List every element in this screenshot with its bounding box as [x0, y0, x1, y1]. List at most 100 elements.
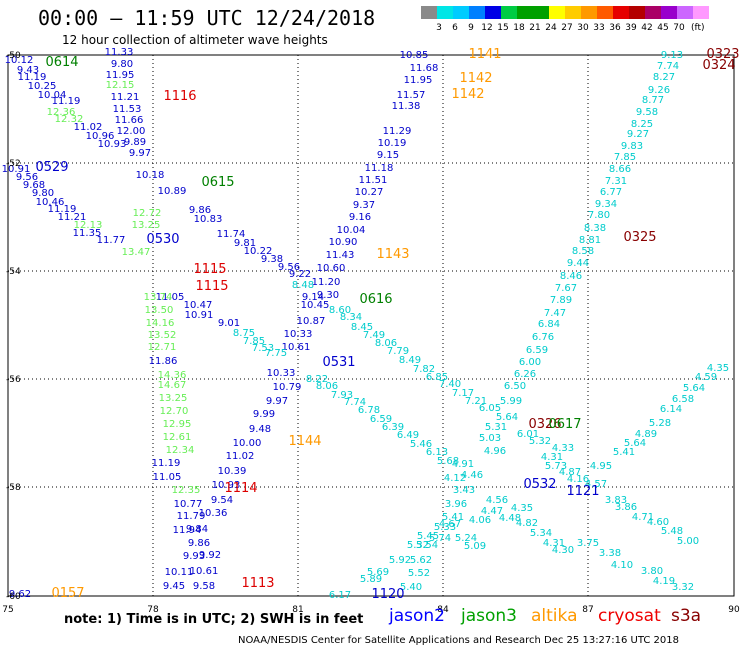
- color-scale-label: 27: [561, 23, 573, 33]
- wave-height-value: 10.18: [136, 170, 165, 181]
- wave-height-value: 11.18: [365, 163, 394, 174]
- legend-entry: jason3: [461, 606, 517, 626]
- wave-height-value: 9.93: [183, 551, 205, 562]
- wave-height-value: 7.74: [344, 397, 366, 408]
- wave-height-value: 5.64: [683, 383, 705, 394]
- wave-height-value: 10.93: [98, 139, 127, 150]
- color-scale-unit: (ft): [691, 23, 705, 33]
- wave-height-value: 9.43: [17, 65, 39, 76]
- pass-time-label: 0531: [322, 355, 355, 370]
- wave-height-value: 6.13: [426, 447, 448, 458]
- wave-height-value: 6.39: [382, 422, 404, 433]
- footnote: note: 1) Time is in UTC; 2) SWH is in fe…: [64, 612, 364, 627]
- latitude-label: -56: [6, 375, 21, 385]
- wave-height-value: 3.38: [599, 548, 621, 559]
- wave-height-value: 5.64: [496, 412, 518, 423]
- wave-height-value: 10.83: [194, 214, 223, 225]
- wave-height-value: 10.45: [301, 300, 330, 311]
- wave-height-value: 9.15: [377, 150, 399, 161]
- wave-height-value: 13.47: [122, 247, 151, 258]
- wave-height-value: 11.86: [149, 356, 178, 367]
- wave-height-value: 9.92: [199, 550, 221, 561]
- pass-time-label: 1144: [288, 434, 321, 449]
- wave-height-value: 9.01: [218, 318, 240, 329]
- wave-height-value: 5.89: [360, 574, 382, 585]
- color-scale-cell: [645, 6, 661, 19]
- wave-height-value: 5.09: [464, 541, 486, 552]
- color-scale-label: 6: [452, 23, 458, 33]
- wave-height-value: 5.28: [649, 418, 671, 429]
- wave-height-value: 5.24: [455, 533, 477, 544]
- wave-height-value: 6.77: [600, 187, 622, 198]
- color-scale-label: 12: [481, 23, 493, 33]
- wave-height-value: 5.46: [410, 439, 432, 450]
- axis-labels: 75 78 81 84 87 90 -50 -52 -54 -56 -58 -60: [2, 51, 740, 615]
- wave-height-value: 10.22: [244, 246, 273, 257]
- wave-height-value: 12.72: [133, 208, 162, 219]
- wave-height-value: 11.29: [383, 126, 412, 137]
- wave-height-value: 6.59: [526, 345, 548, 356]
- wave-height-value: 9.84: [186, 524, 208, 535]
- latitude-label: -52: [6, 159, 21, 169]
- pass-time-label: 0326: [528, 417, 561, 432]
- wave-height-value: 9.37: [353, 200, 375, 211]
- wave-height-value: 4.33: [552, 443, 574, 454]
- wave-height-value: 12.95: [163, 419, 192, 430]
- pass-time-label: 1115: [193, 262, 226, 277]
- wave-height-value: 4.35: [511, 503, 533, 514]
- pass-time-label: 1121: [566, 484, 599, 499]
- wave-height-value: 4.46: [461, 470, 483, 481]
- wave-height-value: 9.62: [9, 589, 31, 600]
- wave-height-value: 11.79: [177, 511, 206, 522]
- wave-height-value: 9.16: [349, 212, 371, 223]
- wave-height-value: 4.31: [543, 538, 565, 549]
- wave-height-value: 5.92: [389, 555, 411, 566]
- wave-height-value: 3.86: [615, 502, 637, 513]
- graticule: [8, 55, 734, 596]
- wave-height-value: 4.31: [541, 452, 563, 463]
- color-scale-label: 15: [497, 23, 509, 33]
- color-scale-label: 45: [657, 23, 669, 33]
- wave-height-value: 11.77: [97, 235, 126, 246]
- wave-height-value: 13.52: [148, 330, 177, 341]
- color-scale-cell: [437, 6, 453, 19]
- wave-height-value: 4.06: [469, 515, 491, 526]
- wave-height-value: 8.77: [642, 95, 664, 106]
- longitude-label: 75: [2, 605, 13, 615]
- wave-height-value: 12.15: [106, 80, 135, 91]
- wave-height-value: 12.32: [55, 114, 84, 125]
- color-scale-cell: [517, 6, 533, 19]
- map-frame: [7, 54, 735, 597]
- wave-height-value: 10.91: [185, 310, 214, 321]
- wave-height-value: 11.02: [226, 451, 255, 462]
- wave-height-value: 6.84: [538, 319, 560, 330]
- wave-height-value: 9.44: [567, 258, 589, 269]
- pass-time-label: 0616: [359, 292, 392, 307]
- color-scale-label: 42: [641, 23, 653, 33]
- pass-time-label: 1142: [459, 71, 492, 86]
- wave-height-value: 7.93: [331, 390, 353, 401]
- wave-height-value: 6.49: [397, 430, 419, 441]
- color-scale-label: 33: [593, 23, 605, 33]
- wave-height-value: 11.05: [153, 472, 182, 483]
- wave-height-value: 8.06: [316, 381, 338, 392]
- color-scale-cell: [485, 6, 501, 19]
- wave-height-value: 8.06: [375, 338, 397, 349]
- color-scale-label: 18: [513, 23, 525, 33]
- wave-height-value: 11.19: [18, 72, 47, 83]
- wave-height-value: 10.46: [36, 197, 65, 208]
- wave-height-value: 3.75: [577, 538, 599, 549]
- wave-height-value: 6.01: [517, 429, 539, 440]
- wave-height-value: 6.85: [426, 372, 448, 383]
- wave-height-value: 3.43: [453, 485, 475, 496]
- wave-height-value: 9.56: [16, 172, 38, 183]
- longitude-label: 90: [728, 605, 740, 615]
- wave-height-value: 11.94: [173, 525, 202, 536]
- wave-height-value: 9.27: [627, 129, 649, 140]
- wave-height-value: 11.21: [58, 212, 87, 223]
- wave-height-value: 12.00: [117, 126, 146, 137]
- wave-height-value: 11.66: [115, 115, 144, 126]
- wave-height-value: 5.54: [416, 540, 438, 551]
- wave-height-value: 5.40: [400, 582, 422, 593]
